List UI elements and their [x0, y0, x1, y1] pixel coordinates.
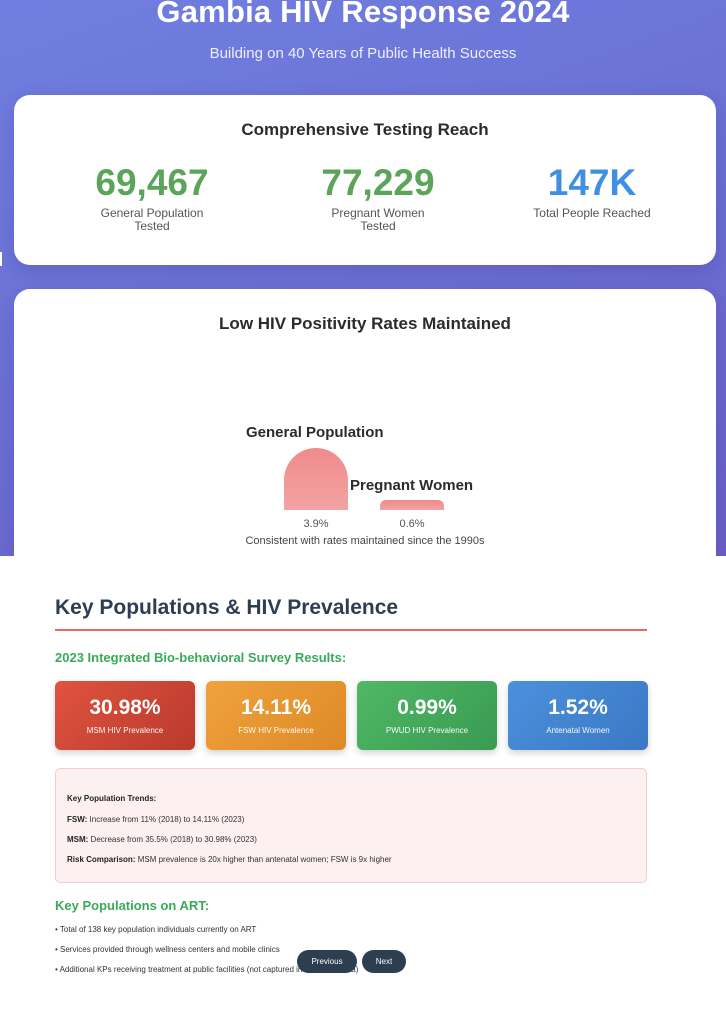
- tile-value: 14.11%: [240, 696, 312, 719]
- list-item: • Additional KPs receiving treatment at …: [55, 965, 359, 974]
- bar-value-label: 3.9%: [303, 518, 329, 530]
- art-section-title: Key Populations on ART:: [55, 898, 210, 913]
- tile-value: 1.52%: [548, 696, 608, 719]
- positivity-card-title: Low HIV Positivity Rates Maintained: [219, 314, 511, 333]
- trends-heading: Key Population Trends:: [67, 794, 157, 803]
- bar-pregnant-women: [380, 500, 444, 510]
- next-button[interactable]: Next: [362, 950, 406, 973]
- trend-line-msm: MSM: Decrease from 35.5% (2018) to 30.98…: [67, 835, 257, 844]
- trend-term: MSM:: [67, 835, 89, 844]
- trends-box: Key Population Trends: FSW: Increase fro…: [55, 768, 647, 883]
- edge-marker: [0, 252, 2, 266]
- bar-general-population: [284, 448, 348, 510]
- stat-label: Pregnant Women Tested: [331, 206, 425, 233]
- tile-value: 30.98%: [89, 696, 161, 719]
- tile-label: PWUD HIV Prevalence: [385, 726, 469, 735]
- positivity-chart-card: Low HIV Positivity Rates Maintained Gene…: [14, 289, 716, 556]
- trend-text: MSM prevalence is 20x higher than antena…: [135, 855, 392, 864]
- trend-text: Increase from 11% (2018) to 14.11% (2023…: [87, 815, 245, 824]
- testing-reach-card: Comprehensive Testing Reach 69,467 Gener…: [14, 95, 716, 265]
- positivity-slide: Gambia HIV Response 2024 Building on 40 …: [0, 0, 726, 556]
- stat-general-population: 69,467 General Population Tested: [52, 163, 252, 233]
- page-title: Gambia HIV Response 2024: [156, 0, 570, 29]
- tile-pwud-prevalence: 0.99% PWUD HIV Prevalence: [357, 681, 497, 750]
- trend-term: FSW:: [67, 815, 88, 824]
- tile-fsw-prevalence: 14.11% FSW HIV Prevalence: [206, 681, 346, 750]
- stat-label: Total People Reached: [533, 206, 651, 220]
- trend-text: Decrease from 35.5% (2018) to 30.98% (20…: [88, 835, 257, 844]
- tile-label: MSM HIV Prevalence: [86, 726, 164, 735]
- list-item: • Total of 138 key population individual…: [55, 925, 257, 934]
- stat-value: 147K: [547, 162, 637, 203]
- bar-value-label: 0.6%: [399, 518, 425, 530]
- page-subtitle: Building on 40 Years of Public Health Su…: [209, 45, 517, 62]
- tile-antenatal-women: 1.52% Antenatal Women: [508, 681, 648, 750]
- tile-label: Antenatal Women: [546, 726, 610, 735]
- positivity-note: Consistent with rates maintained since t…: [245, 535, 485, 547]
- tile-label: FSW HIV Prevalence: [238, 726, 314, 735]
- stat-value: 77,229: [321, 162, 435, 203]
- trend-line-risk: Risk Comparison: MSM prevalence is 20x h…: [67, 855, 392, 864]
- list-item: • Services provided through wellness cen…: [55, 945, 280, 954]
- survey-subtitle: 2023 Integrated Bio-behavioral Survey Re…: [55, 650, 347, 665]
- testing-card-title: Comprehensive Testing Reach: [241, 120, 489, 139]
- bar-category-label: Pregnant Women: [350, 477, 474, 494]
- bar-category-label: General Population: [246, 424, 384, 441]
- title-divider: [55, 629, 647, 631]
- trend-line-fsw: FSW: Increase from 11% (2018) to 14.11% …: [67, 815, 244, 824]
- tile-value: 0.99%: [397, 696, 457, 719]
- trend-term: Risk Comparison:: [67, 855, 136, 864]
- key-populations-title: Key Populations & HIV Prevalence: [55, 596, 399, 619]
- stat-total-reached: 147K Total People Reached: [492, 163, 692, 220]
- previous-button[interactable]: Previous: [297, 950, 357, 973]
- stat-value: 69,467: [95, 162, 209, 203]
- tile-msm-prevalence: 30.98% MSM HIV Prevalence: [55, 681, 195, 750]
- stat-label: General Population Tested: [100, 206, 204, 233]
- stat-pregnant-women: 77,229 Pregnant Women Tested: [278, 163, 478, 233]
